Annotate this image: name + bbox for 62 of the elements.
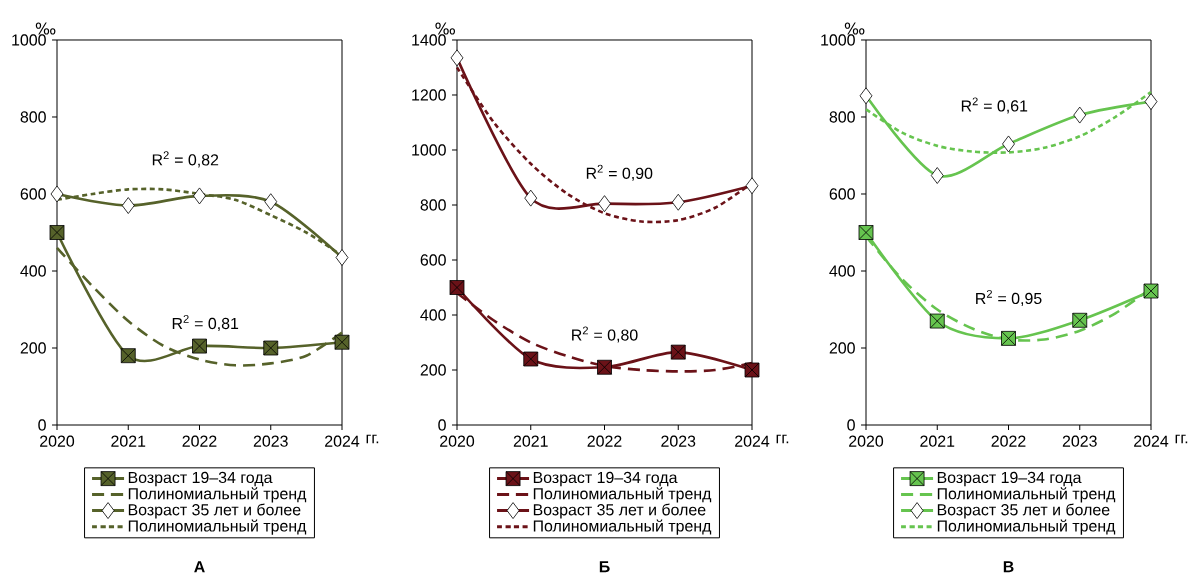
legend-label: Возраст 19–34 года (128, 471, 273, 487)
legend-label: Полиномиальный тренд (128, 519, 307, 535)
x-tick-label: 2021 (920, 435, 955, 447)
legend-label: Возраст 35 лет и более (128, 503, 301, 519)
y-tick-label: 0 (847, 419, 855, 431)
annotation: R$^{2}$ = 0,80 (572, 326, 638, 343)
x-tick-label: 2022 (587, 435, 622, 447)
x-tick-label: 2024 (735, 435, 770, 447)
x-tick-label: 2024 (325, 435, 360, 447)
legend-label: Возраст 19–34 года (937, 471, 1082, 487)
y-tick-label: 800 (829, 111, 855, 123)
y-axis-title: ‰ (844, 22, 865, 35)
y-tick-label: 1000 (821, 34, 855, 46)
text: А (194, 561, 205, 573)
x-tick-label: 2021 (513, 435, 548, 447)
y-tick-label: 1200 (412, 89, 446, 101)
x-tick-label: 2020 (40, 435, 75, 447)
y-tick-label: 600 (829, 188, 855, 200)
annotation: R$^{2}$ = 0,90 (586, 164, 653, 181)
x-axis-title: гг. (366, 434, 379, 444)
legend-label: Возраст 19–34 года (533, 471, 678, 487)
y-tick-label: 400 (20, 265, 46, 277)
x-tick-label: 2022 (991, 435, 1026, 447)
y-tick-label: 600 (20, 188, 46, 200)
y-tick-label: 200 (829, 342, 855, 354)
legend-label: Полиномиальный тренд (533, 519, 712, 535)
y-tick-label: 200 (420, 364, 446, 376)
legend-label: Полиномиальный тренд (937, 487, 1116, 503)
legend-label: Полиномиальный тренд (128, 487, 307, 503)
y-tick-label: 600 (420, 254, 446, 266)
x-axis-title: гг. (776, 434, 789, 444)
x-tick-label: 2023 (1062, 435, 1097, 447)
y-tick-label: 1400 (412, 34, 446, 46)
legend-label: Полиномиальный тренд (937, 519, 1116, 535)
x-tick-label: 2020 (849, 435, 884, 447)
y-axis-title: ‰ (435, 22, 456, 35)
y-tick-label: 1000 (12, 34, 46, 46)
x-tick-label: 2024 (1134, 435, 1169, 447)
x-tick-label: 2021 (111, 435, 146, 447)
text: В (1003, 561, 1014, 573)
annotation: R$^{2}$ = 0,81 (172, 314, 239, 332)
x-axis-title: гг. (1175, 434, 1188, 444)
legend-label: Полиномиальный тренд (533, 487, 712, 503)
y-axis-title: ‰ (35, 22, 56, 35)
x-tick-label: 2020 (440, 435, 475, 447)
text: Б (599, 561, 610, 573)
legend-label: Возраст 35 лет и более (937, 503, 1110, 519)
annotation: R$^{2}$ = 0,82 (152, 151, 219, 168)
x-tick-label: 2023 (253, 435, 288, 447)
annotation: R$^{2}$ = 0,61 (961, 97, 1028, 114)
y-tick-label: 800 (20, 111, 46, 123)
annotation: R$^{2}$ = 0,95 (976, 289, 1042, 306)
legend-label: Возраст 35 лет и более (533, 503, 706, 519)
y-tick-label: 0 (38, 419, 46, 431)
y-tick-label: 0 (438, 419, 446, 431)
y-tick-label: 1000 (412, 144, 446, 156)
y-tick-label: 400 (829, 265, 855, 277)
y-tick-label: 200 (20, 342, 46, 354)
x-tick-label: 2023 (661, 435, 696, 447)
y-tick-label: 400 (420, 309, 446, 321)
y-tick-label: 800 (420, 199, 446, 211)
x-tick-label: 2022 (182, 435, 217, 447)
